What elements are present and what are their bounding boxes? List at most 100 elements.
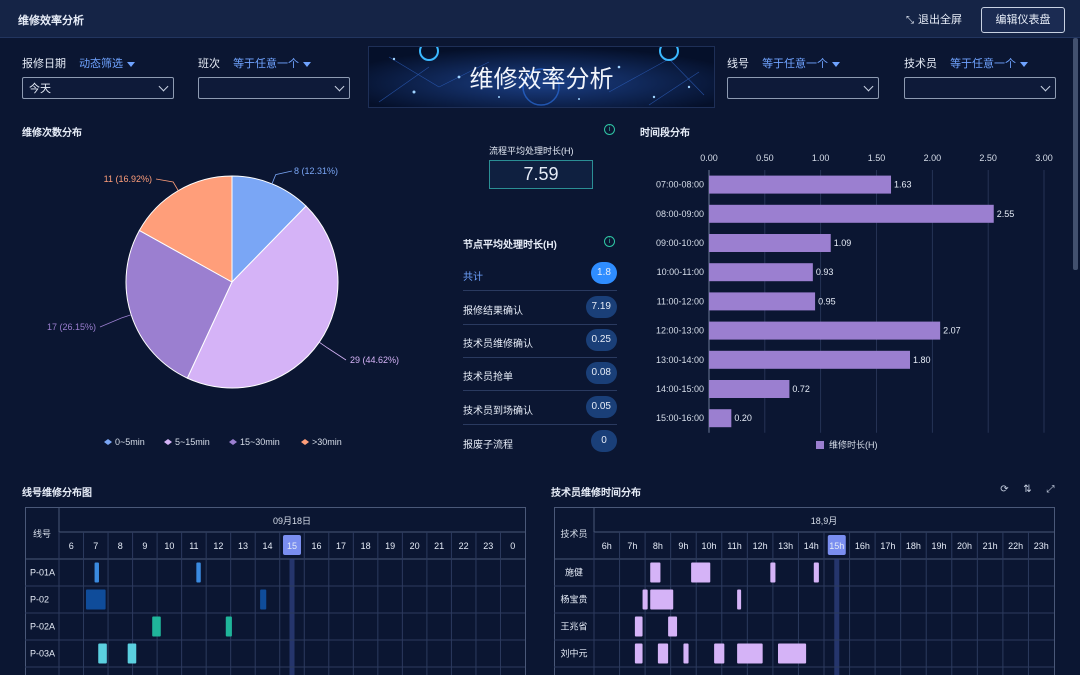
event-block[interactable]	[98, 643, 107, 664]
filter-shift-header: 班次 等于任意一个	[198, 55, 312, 71]
node-value-badge: 0	[591, 430, 617, 452]
filter-line-select[interactable]	[727, 77, 879, 99]
bar[interactable]	[709, 321, 941, 340]
legend-label[interactable]: 0~5min	[115, 437, 145, 447]
hour-label: 0	[510, 541, 515, 551]
category-label: 07:00-08:00	[656, 180, 704, 190]
node-row: 技术员维修确认 0.25	[463, 324, 617, 358]
event-block[interactable]	[634, 643, 643, 664]
bar-value-label: 2.55	[997, 209, 1015, 219]
legend-label[interactable]: >30min	[312, 437, 342, 447]
info-icon[interactable]: i	[604, 124, 615, 135]
legend-swatch[interactable]	[816, 441, 824, 449]
bar[interactable]	[709, 234, 831, 252]
grid-corner-label: 线号	[33, 528, 51, 539]
banner-background	[369, 47, 714, 107]
hour-label: 20h	[957, 541, 972, 551]
event-block[interactable]	[260, 589, 267, 610]
hour-label: 8h	[653, 541, 663, 551]
event-block[interactable]	[668, 616, 678, 637]
filter-date-value: 今天	[29, 83, 51, 95]
hour-label: 17	[336, 541, 346, 551]
event-block[interactable]	[650, 562, 661, 583]
grid-date-label: 09月18日	[273, 516, 311, 526]
event-block[interactable]	[225, 616, 232, 637]
event-block[interactable]	[691, 562, 711, 583]
event-block[interactable]	[634, 616, 643, 637]
x-tick-label: 2.00	[924, 153, 942, 163]
caret-down-icon[interactable]	[1020, 61, 1029, 67]
sort-icon[interactable]: ⇅	[1023, 484, 1032, 495]
category-label: 10:00-11:00	[657, 267, 704, 277]
event-block[interactable]	[85, 589, 106, 610]
event-block[interactable]	[657, 643, 669, 664]
bar-value-label: 2.07	[943, 326, 961, 336]
event-block[interactable]	[94, 562, 99, 583]
legend-label[interactable]: 15~30min	[240, 437, 280, 447]
filter-tech-mode[interactable]: 等于任意一个	[950, 58, 1017, 70]
bar[interactable]	[709, 409, 732, 428]
hour-label: 6h	[602, 541, 612, 551]
event-block[interactable]	[813, 562, 819, 583]
bar[interactable]	[709, 292, 816, 311]
x-tick-label: 1.00	[812, 153, 830, 163]
hour-label: 6	[69, 541, 74, 551]
caret-down-icon[interactable]	[127, 61, 136, 67]
legend-swatch[interactable]	[229, 439, 237, 445]
caret-down-icon[interactable]	[832, 61, 841, 67]
event-block[interactable]	[683, 643, 689, 664]
event-block[interactable]	[650, 589, 674, 610]
tech-distribution-grid: 技术员 18,9月 6h 7h 8h 9h 10h 11h 12h 13h 14h 15h 16h 17h…	[554, 507, 1055, 675]
hour-label: 11h	[727, 541, 741, 551]
filter-date-mode[interactable]: 动态筛选	[79, 58, 124, 70]
legend-swatch[interactable]	[104, 439, 112, 445]
event-block[interactable]	[196, 562, 201, 583]
bar[interactable]	[709, 175, 892, 194]
event-block[interactable]	[737, 589, 742, 610]
metric-value: 7.59	[489, 160, 593, 189]
legend-swatch[interactable]	[301, 439, 309, 445]
event-block[interactable]	[737, 643, 763, 664]
page-scrollbar[interactable]	[1073, 38, 1078, 270]
bar[interactable]	[709, 263, 813, 282]
event-block[interactable]	[770, 562, 776, 583]
hour-label: 21h	[983, 541, 998, 551]
bar[interactable]	[709, 380, 790, 398]
filter-shift-mode[interactable]: 等于任意一个	[233, 58, 300, 70]
current-time-line	[289, 559, 295, 675]
legend-label[interactable]: 维修时长(H)	[829, 439, 878, 450]
edit-dashboard-button[interactable]: 编辑仪表盘	[981, 7, 1065, 33]
event-block[interactable]	[152, 616, 161, 637]
bar[interactable]	[709, 350, 910, 369]
grid-date-label: 18,9月	[811, 516, 838, 526]
hour-label: 15h	[829, 541, 844, 551]
filter-date-select[interactable]: 今天	[22, 77, 174, 99]
pie-slice[interactable]	[231, 175, 307, 284]
pie-label-leader	[319, 341, 347, 361]
pie-slice[interactable]	[186, 205, 339, 389]
category-label: 14:00-15:00	[656, 384, 704, 394]
info-icon[interactable]: i	[604, 236, 615, 247]
hour-label: 21	[434, 541, 444, 551]
line-distribution-grid: 线号 09月18日 6 7 8 9 10 11 12 13 14 15 16 17 18 19 20 21 22 23…	[25, 507, 526, 675]
exit-fullscreen-button[interactable]: ⤡ 退出全屏	[906, 11, 962, 27]
refresh-icon[interactable]: ⟳	[1000, 484, 1009, 495]
event-block[interactable]	[127, 643, 137, 664]
legend-label[interactable]: 5~15min	[175, 437, 210, 447]
hour-label: 22	[459, 541, 469, 551]
pie-label-leader	[99, 314, 132, 328]
chevron-down-icon	[158, 81, 169, 92]
bar[interactable]	[709, 204, 994, 223]
filter-tech-select[interactable]	[904, 77, 1056, 99]
hour-label: 12h	[753, 541, 768, 551]
filter-shift-select[interactable]	[198, 77, 350, 99]
event-block[interactable]	[642, 589, 648, 610]
caret-down-icon[interactable]	[303, 61, 312, 67]
filter-line-mode[interactable]: 等于任意一个	[762, 58, 829, 70]
legend-swatch[interactable]	[164, 439, 172, 445]
app-title: 维修效率分析	[18, 15, 84, 27]
event-block[interactable]	[714, 643, 725, 664]
event-block[interactable]	[778, 643, 807, 664]
current-hour-highlight	[283, 535, 301, 555]
fullscreen-icon[interactable]: ⤢	[1046, 484, 1055, 495]
